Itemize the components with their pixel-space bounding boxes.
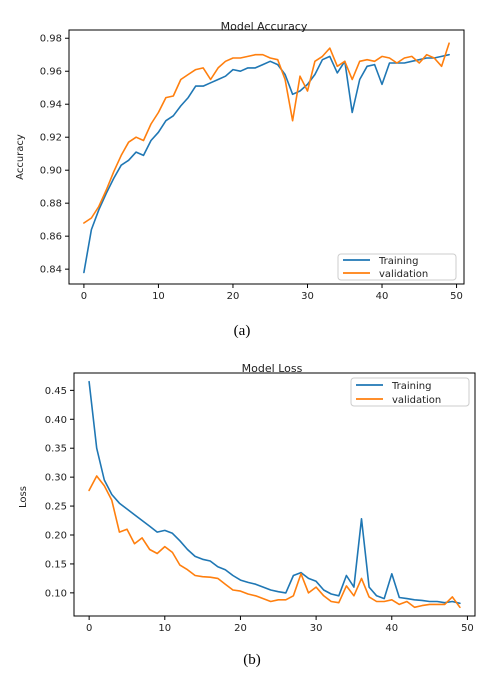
loss-series-group: [88, 380, 461, 609]
accuracy-series-line-training: [83, 53, 450, 274]
accuracy-legend: Training validation: [337, 253, 457, 281]
accuracy-y-tick-label: 0.98: [40, 34, 62, 45]
accuracy-series-line-validation: [83, 42, 450, 224]
loss-series-line-training: [88, 380, 461, 605]
accuracy-y-tick-label: 0.90: [40, 166, 62, 177]
loss-y-ticks: 0.10 0.15 0.20 0.25 0.30 0.35 0.40 0.45: [45, 386, 74, 599]
loss-y-tick-label: 0.35: [45, 444, 67, 455]
loss-y-tick-label: 0.10: [45, 588, 67, 599]
accuracy-y-ticks: 0.84 0.86 0.88 0.90 0.92 0.94 0.96 0.98: [40, 34, 69, 276]
accuracy-series-group: [83, 42, 450, 274]
loss-y-tick-label: 0.30: [45, 473, 67, 484]
accuracy-chart: Model Accuracy Accuracy 0.84 0.86 0.88 0.90…: [15, 20, 465, 339]
accuracy-y-tick-label: 0.94: [40, 100, 62, 111]
accuracy-caption: (a): [234, 323, 251, 339]
loss-y-tick-label: 0.45: [45, 386, 67, 397]
loss-y-tick-label: 0.40: [45, 415, 67, 426]
accuracy-x-tick-label: 30: [301, 291, 314, 302]
accuracy-x-ticks: 0 10 20 30 40 50: [81, 284, 463, 302]
accuracy-y-axis-label: Accuracy: [15, 134, 26, 180]
loss-x-tick-label: 10: [158, 623, 171, 634]
loss-x-ticks: 0 10 20 30 40 50: [86, 616, 474, 634]
accuracy-x-tick-label: 10: [152, 291, 165, 302]
loss-legend-label-validation: validation: [392, 395, 441, 406]
accuracy-y-tick-label: 0.96: [40, 67, 62, 78]
loss-series-line-validation: [88, 475, 461, 609]
accuracy-x-tick-label: 0: [81, 291, 87, 302]
loss-plot-frame: [73, 372, 476, 617]
accuracy-plot-frame: [68, 29, 465, 285]
accuracy-y-tick-label: 0.92: [40, 133, 62, 144]
accuracy-y-tick-label: 0.88: [40, 199, 62, 210]
loss-x-tick-label: 50: [461, 623, 474, 634]
loss-legend: Training validation: [350, 377, 470, 407]
loss-caption: (b): [243, 652, 261, 668]
loss-chart: Model Loss Loss 0.10 0.15 0.20 0.25 0.30 0.35…: [18, 362, 476, 668]
loss-x-tick-label: 40: [385, 623, 398, 634]
loss-y-axis-label: Loss: [18, 486, 29, 508]
accuracy-legend-label-validation: validation: [379, 269, 428, 280]
accuracy-legend-label-training: Training: [378, 256, 418, 267]
loss-legend-label-training: Training: [391, 381, 431, 392]
loss-y-tick-label: 0.25: [45, 502, 67, 513]
loss-y-tick-label: 0.15: [45, 559, 67, 570]
loss-x-tick-label: 20: [234, 623, 247, 634]
accuracy-x-tick-label: 40: [376, 291, 389, 302]
loss-y-tick-label: 0.20: [45, 531, 67, 542]
loss-chart-title: Model Loss: [242, 362, 303, 375]
accuracy-x-tick-label: 20: [227, 291, 240, 302]
loss-x-tick-label: 0: [86, 623, 92, 634]
accuracy-y-tick-label: 0.84: [40, 265, 62, 276]
loss-x-tick-label: 30: [310, 623, 323, 634]
accuracy-x-tick-label: 50: [450, 291, 463, 302]
accuracy-chart-title: Model Accuracy: [221, 20, 308, 33]
accuracy-y-tick-label: 0.86: [40, 232, 62, 243]
